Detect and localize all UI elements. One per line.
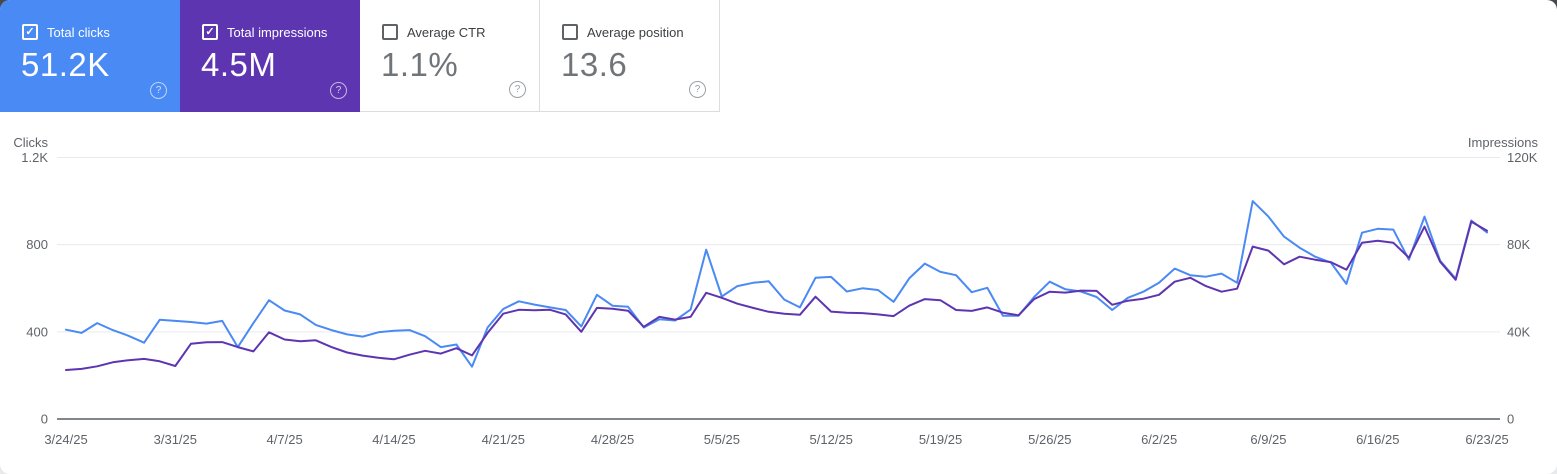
total-impressions-value: 4.5M bbox=[201, 46, 277, 83]
total-clicks-value: 51.2K bbox=[21, 46, 110, 83]
metric-cards-row: ✓ Total clicks 51.2K ? ✓ Total impressio… bbox=[0, 0, 720, 112]
metric-card-total-impressions[interactable]: ✓ Total impressions 4.5M ? bbox=[180, 0, 360, 112]
average-position-value: 13.6 bbox=[561, 46, 628, 83]
metric-card-label: Average CTR bbox=[407, 24, 486, 40]
help-icon[interactable]: ? bbox=[150, 82, 167, 99]
checkbox-total-clicks-checked-icon[interactable]: ✓ bbox=[22, 24, 38, 40]
x-axis-tick-label: 4/21/25 bbox=[482, 432, 525, 447]
left-axis-title: Clicks bbox=[13, 135, 48, 150]
x-axis-tick-label: 6/23/25 bbox=[1465, 432, 1508, 447]
right-axis-tick-label: 80K bbox=[1507, 237, 1530, 252]
x-axis-tick-label: 6/16/25 bbox=[1356, 432, 1399, 447]
x-axis-tick-label: 3/24/25 bbox=[44, 432, 87, 447]
checkbox-average-position-unchecked-icon[interactable] bbox=[562, 24, 578, 40]
right-axis-tick-label: 40K bbox=[1507, 324, 1530, 339]
help-icon[interactable]: ? bbox=[689, 81, 706, 98]
help-icon[interactable]: ? bbox=[330, 82, 347, 99]
left-axis-tick-label: 1.2K bbox=[21, 150, 48, 165]
right-axis-tick-label: 0 bbox=[1507, 412, 1514, 427]
performance-chart[interactable]: 0 0 400 40K 800 80K 1.2K 120K Clicks Impressions 3… bbox=[0, 125, 1557, 474]
metric-card-average-position[interactable]: Average position 13.6 ? bbox=[540, 0, 720, 112]
right-axis-tick-label: 120K bbox=[1507, 150, 1538, 165]
left-axis-tick-label: 400 bbox=[26, 324, 48, 339]
metric-card-label: Average position bbox=[587, 24, 684, 40]
x-axis-tick-label: 4/14/25 bbox=[372, 432, 415, 447]
metric-card-total-clicks[interactable]: ✓ Total clicks 51.2K ? bbox=[0, 0, 180, 112]
x-axis-tick-label: 4/28/25 bbox=[591, 432, 634, 447]
x-axis-tick-label: 5/5/25 bbox=[704, 432, 740, 447]
checkbox-average-ctr-unchecked-icon[interactable] bbox=[382, 24, 398, 40]
x-axis-tick-label: 6/2/25 bbox=[1141, 432, 1177, 447]
x-axis-tick-label: 4/7/25 bbox=[267, 432, 303, 447]
metric-card-label: Total clicks bbox=[47, 24, 110, 40]
x-axis-tick-label: 5/26/25 bbox=[1028, 432, 1071, 447]
left-axis-tick-label: 0 bbox=[41, 412, 48, 427]
x-axis-tick-label: 5/12/25 bbox=[810, 432, 853, 447]
impressions-line[interactable] bbox=[65, 220, 1488, 371]
checkbox-total-impressions-checked-icon[interactable]: ✓ bbox=[202, 24, 218, 40]
left-axis-tick-label: 800 bbox=[26, 237, 48, 252]
clicks-line[interactable] bbox=[65, 200, 1488, 368]
x-axis-tick-label: 5/19/25 bbox=[919, 432, 962, 447]
average-ctr-value: 1.1% bbox=[381, 46, 459, 83]
x-axis-tick-label: 6/9/25 bbox=[1250, 432, 1286, 447]
right-axis-title: Impressions bbox=[1468, 135, 1539, 150]
help-icon[interactable]: ? bbox=[509, 81, 526, 98]
metric-card-label: Total impressions bbox=[227, 24, 328, 40]
x-axis-tick-label: 3/31/25 bbox=[154, 432, 197, 447]
metric-card-average-ctr[interactable]: Average CTR 1.1% ? bbox=[360, 0, 540, 112]
